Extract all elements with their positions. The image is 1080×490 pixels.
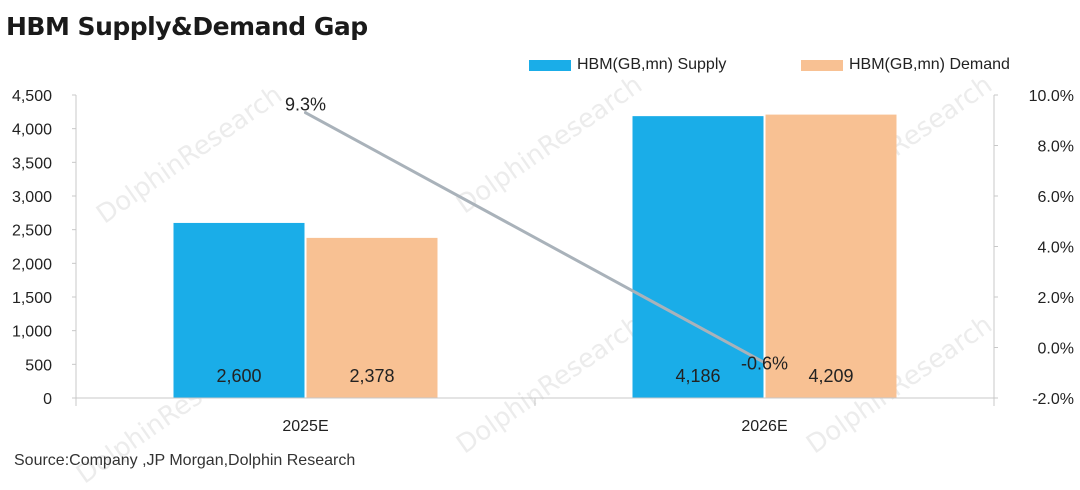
left-tick-label: 1,500 [12, 290, 52, 307]
bar-supply [173, 222, 305, 398]
x-tick-label: 2026E [741, 418, 787, 435]
left-tick-label: 3,500 [12, 155, 52, 172]
gap-line [304, 111, 766, 365]
left-tick-label: 3,000 [12, 189, 52, 206]
chart-title: HBM Supply&Demand Gap [6, 12, 368, 41]
legend: HBM(GB,mn) Supply HBM(GB,mn) Demand [0, 54, 1080, 76]
right-tick-label: 8.0% [1038, 139, 1074, 156]
right-tick-label: 2.0% [1038, 290, 1074, 307]
bar-data-label: 4,186 [675, 366, 720, 386]
legend-swatch-supply [529, 59, 571, 71]
legend-swatch-demand [801, 59, 843, 71]
legend-label-demand: HBM(GB,mn) Demand [849, 56, 1010, 73]
right-tick-label: 10.0% [1029, 88, 1074, 105]
left-tick-label: 4,000 [12, 122, 52, 139]
left-tick-label: 4,500 [12, 88, 52, 105]
legend-item-demand: HBM(GB,mn) Demand [801, 54, 1010, 76]
right-tick-label: 0.0% [1038, 341, 1074, 358]
left-tick-label: 1,000 [12, 324, 52, 341]
legend-item-supply: HBM(GB,mn) Supply [529, 54, 726, 76]
right-tick-label: 4.0% [1038, 240, 1074, 257]
right-tick-label: 6.0% [1038, 189, 1074, 206]
gap-data-label: -0.6% [741, 354, 788, 374]
bar-demand [765, 114, 897, 399]
bar-data-label: 4,209 [808, 366, 853, 386]
left-tick-label: 0 [43, 391, 52, 408]
gap-line-point [304, 111, 307, 115]
bar-data-label: 2,600 [216, 366, 261, 386]
bar-demand [306, 237, 438, 398]
bar-data-label: 2,378 [349, 366, 394, 386]
left-tick-label: 2,000 [12, 256, 52, 273]
left-tick-label: 2,500 [12, 223, 52, 240]
x-tick-label: 2025E [282, 418, 328, 435]
source-note: Source:Company ,JP Morgan,Dolphin Resear… [14, 452, 356, 469]
gap-line-point [763, 361, 766, 365]
left-tick-label: 500 [25, 357, 52, 374]
legend-label-supply: HBM(GB,mn) Supply [577, 56, 727, 73]
right-tick-label: -2.0% [1032, 391, 1074, 408]
chart-plot: 2,600 2,378 4,186 4,209 0 500 1,000 1,500 2,000 2… [12, 88, 1074, 435]
gap-data-label: 9.3% [285, 95, 326, 115]
